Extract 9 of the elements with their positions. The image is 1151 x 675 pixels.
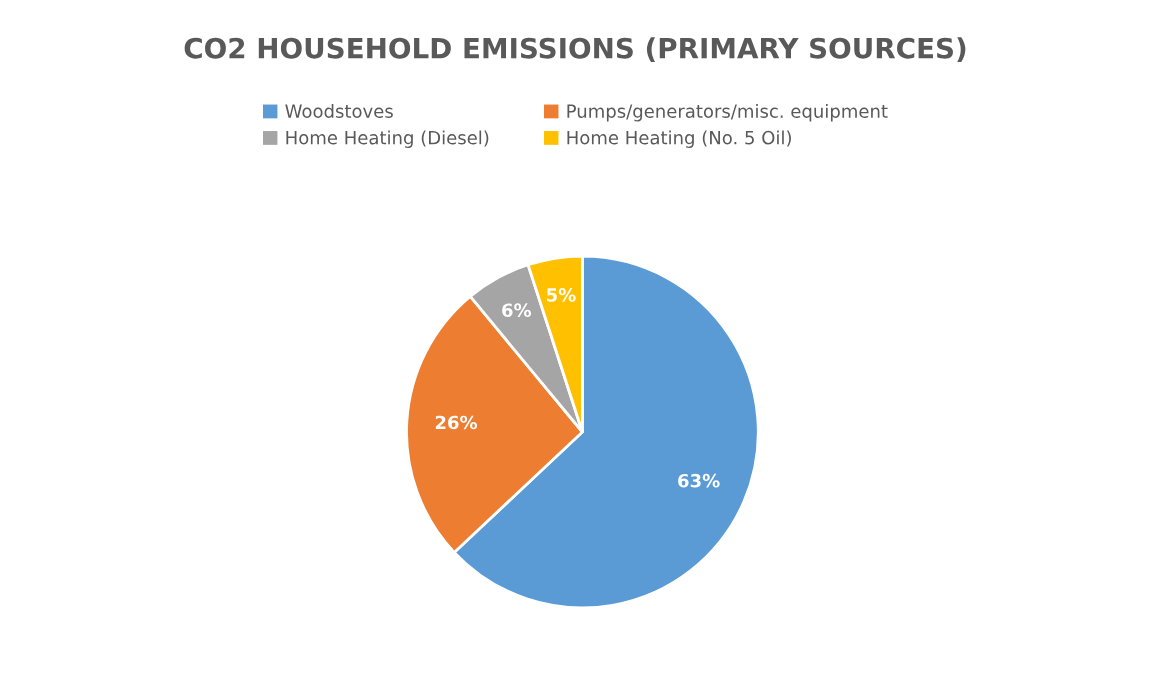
data-label: 26% <box>435 415 478 430</box>
chart-title: CO2 HOUSEHOLD EMISSIONS (PRIMARY SOURCES) <box>184 37 966 62</box>
data-label: 6% <box>502 303 532 318</box>
legend-label: Home Heating (Diesel) <box>286 130 489 148</box>
legend-label: Woodstoves <box>285 104 393 118</box>
legend-label: Pumps/generators/misc. equipment <box>567 104 888 122</box>
data-label: 5% <box>547 288 576 302</box>
data-label: 63% <box>678 473 720 488</box>
legend-label: Home Heating (No. 5 Oil) <box>567 130 791 148</box>
